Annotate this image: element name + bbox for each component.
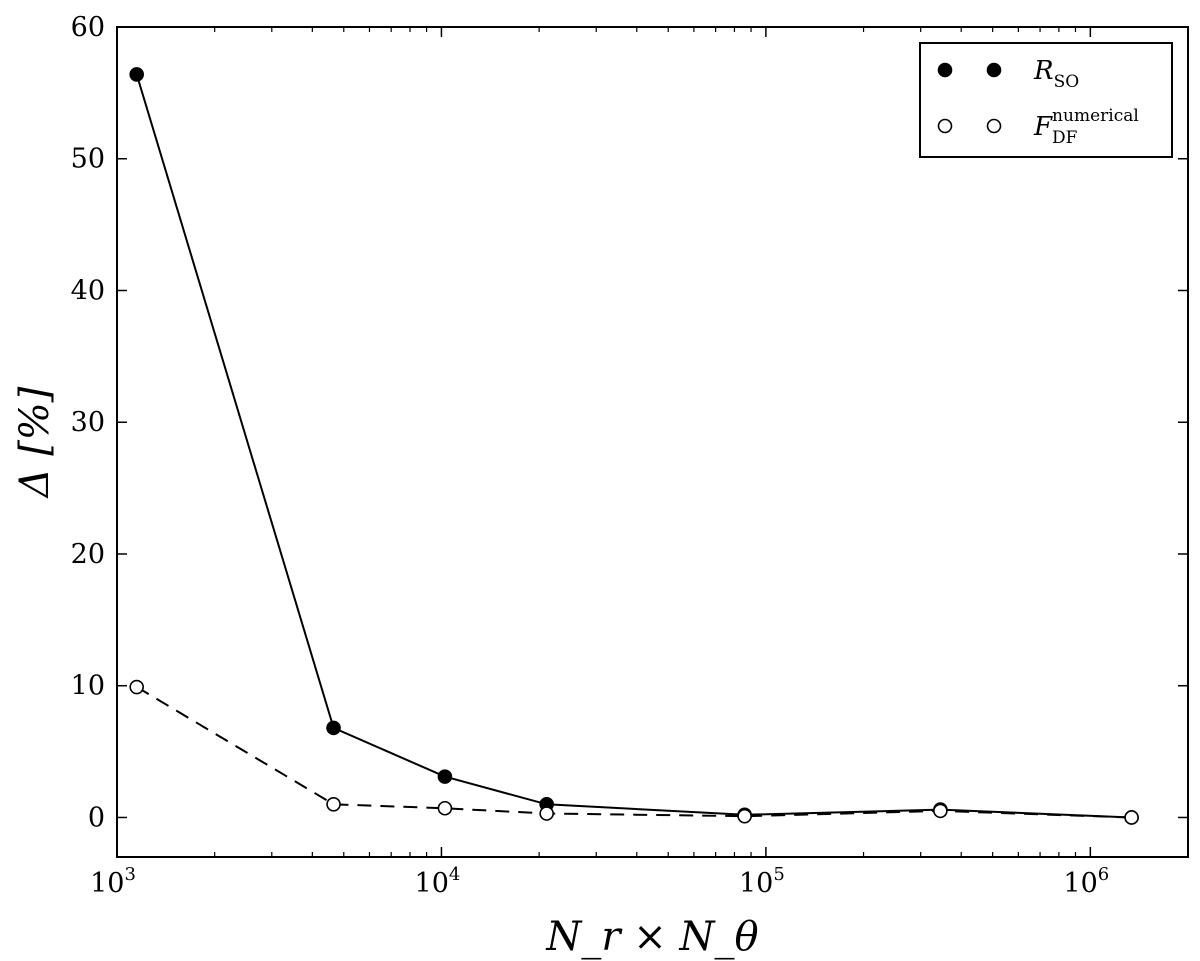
legend-subscript: DF <box>1052 128 1078 148</box>
legend-marker <box>986 118 1002 134</box>
data-point <box>1124 810 1139 825</box>
legend-marker <box>937 118 953 134</box>
x-tick-label: 104 <box>415 864 461 899</box>
y-axis-ticks: 0 10 20 30 40 50 60 <box>71 12 1188 833</box>
plot-area <box>116 26 1189 858</box>
series-line <box>136 686 1132 819</box>
x-tick-base: 10 <box>739 868 773 899</box>
x-tick-label: 105 <box>739 864 785 899</box>
x-axis-ticks: 103 104 105 106 <box>90 27 1189 899</box>
y-tick-label: 20 <box>71 539 105 570</box>
x-tick-base: 10 <box>1063 868 1097 899</box>
legend-superscript: numerical <box>1052 106 1139 126</box>
legend-symbol: F <box>1033 112 1053 142</box>
y-tick-label: 50 <box>71 144 105 175</box>
legend-entry-label: RSO <box>1033 56 1079 92</box>
x-tick-exponent: 6 <box>1098 864 1109 885</box>
x-tick-base: 10 <box>415 868 449 899</box>
y-tick-label: 10 <box>71 671 105 702</box>
y-axis-label: Δ [%] <box>12 386 58 499</box>
data-point <box>933 803 948 819</box>
data-point <box>437 769 453 784</box>
plot-frame <box>116 26 1189 858</box>
legend-marker <box>986 62 1002 78</box>
x-tick-label: 106 <box>1063 864 1109 899</box>
legend-marker <box>937 62 953 78</box>
data-point <box>539 806 554 821</box>
legend-box <box>919 42 1173 158</box>
data-point <box>737 808 752 824</box>
legend-entry-label: Fnumerical <box>1033 106 1139 142</box>
x-tick-base: 10 <box>90 868 124 899</box>
data-point <box>129 679 144 695</box>
series-f-df-numerical <box>129 679 1139 825</box>
data-point <box>129 67 144 82</box>
x-tick-label: 103 <box>90 864 136 899</box>
series-layer <box>129 67 1139 825</box>
x-tick-exponent: 5 <box>773 864 784 885</box>
data-point <box>326 797 341 812</box>
y-tick-label: 40 <box>71 275 105 306</box>
y-tick-label: 60 <box>71 12 105 43</box>
series-line <box>135 74 1132 819</box>
series-r-so <box>129 67 1139 825</box>
data-point <box>326 720 341 736</box>
data-point <box>437 800 453 816</box>
legend-subscript: SO <box>1054 72 1080 92</box>
x-tick-exponent: 3 <box>124 864 135 885</box>
x-tick-exponent: 4 <box>449 864 460 885</box>
y-tick-label: 30 <box>71 407 105 438</box>
x-axis-label: N_r × N_θ <box>545 914 758 960</box>
axis-labels: N_r × N_θ Δ [%] <box>12 386 759 960</box>
y-tick-label: 0 <box>88 802 105 833</box>
legend-symbol: R <box>1033 56 1054 86</box>
